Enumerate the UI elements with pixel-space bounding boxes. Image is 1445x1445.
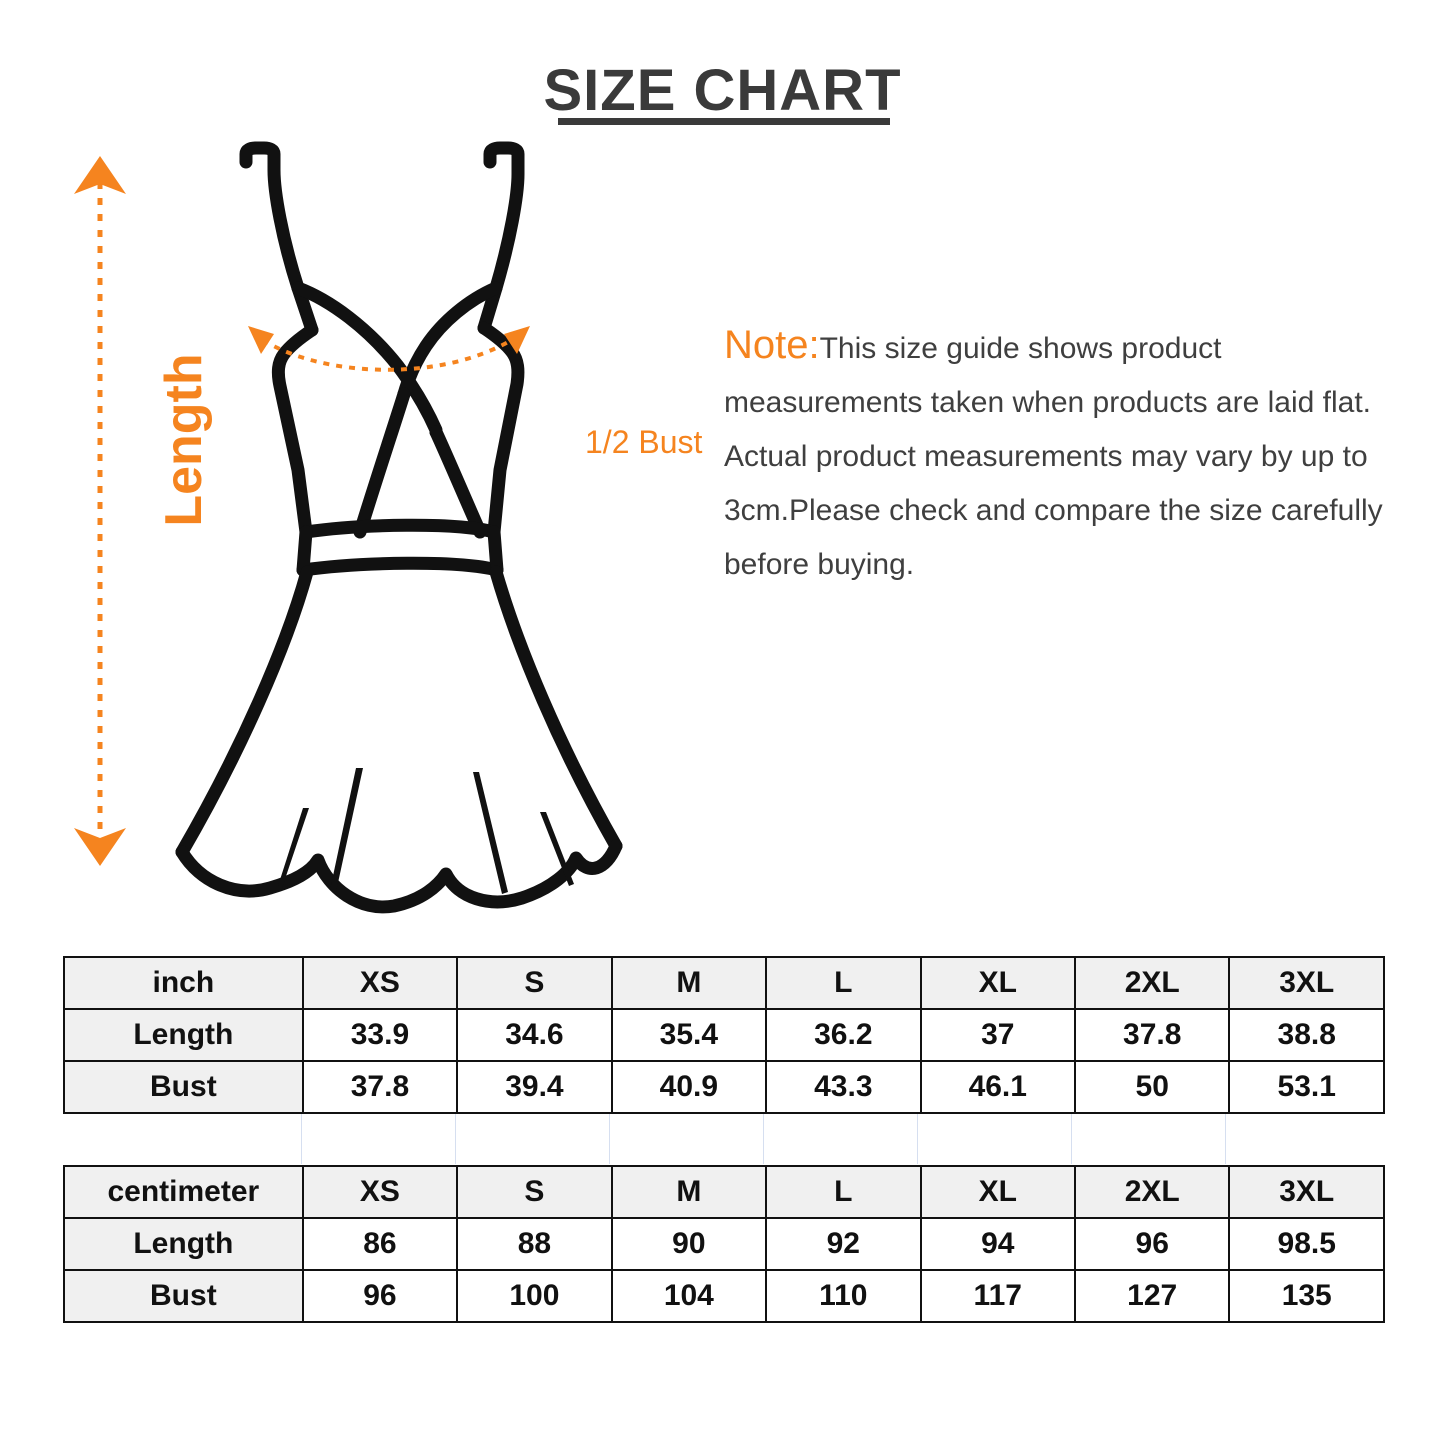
cell-length-s: 34.6 [456, 1008, 613, 1062]
unit-header: inch [63, 956, 304, 1010]
size-table-inch: inch XS S M L XL 2XL 3XL Length 33.9 34.… [63, 956, 1385, 1114]
cell-length-l: 92 [765, 1217, 922, 1271]
unit-header: centimeter [63, 1165, 304, 1219]
cell-length-s: 88 [456, 1217, 613, 1271]
page-title: SIZE CHART [543, 58, 902, 123]
column-header-3xl: 3XL [1228, 956, 1385, 1010]
column-header-l: L [765, 956, 922, 1010]
table-row: Length 33.9 34.6 35.4 36.2 37 37.8 38.8 [63, 1008, 1385, 1062]
cell-bust-s: 100 [456, 1269, 613, 1323]
cell-bust-m: 104 [610, 1269, 768, 1323]
column-header-xl: XL [919, 1165, 1076, 1219]
row-label-bust: Bust [63, 1060, 304, 1114]
cell-length-m: 35.4 [610, 1008, 768, 1062]
cell-length-3xl: 38.8 [1228, 1008, 1385, 1062]
column-header-xs: XS [301, 1165, 459, 1219]
column-header-s: S [456, 1165, 613, 1219]
cell-bust-xl: 46.1 [919, 1060, 1076, 1114]
column-header-m: M [610, 1165, 768, 1219]
column-header-m: M [610, 956, 768, 1010]
spreadsheet-gridlines [63, 1110, 1385, 1164]
size-table-centimeter: centimeter XS S M L XL 2XL 3XL Length 86… [63, 1165, 1385, 1323]
cell-length-xs: 86 [301, 1217, 459, 1271]
cell-length-xl: 94 [919, 1217, 1076, 1271]
cell-length-xs: 33.9 [301, 1008, 459, 1062]
bust-measure-label: 1/2 Bust [585, 424, 703, 460]
cell-length-3xl: 98.5 [1228, 1217, 1385, 1271]
column-header-l: L [765, 1165, 922, 1219]
table-row: Length 86 88 90 92 94 96 98.5 [63, 1217, 1385, 1271]
cell-length-l: 36.2 [765, 1008, 922, 1062]
skirt-pleat-lines [278, 768, 574, 894]
table-row: Bust 37.8 39.4 40.9 43.3 46.1 50 53.1 [63, 1060, 1385, 1114]
cell-bust-l: 43.3 [765, 1060, 922, 1114]
cell-bust-3xl: 135 [1228, 1269, 1385, 1323]
note-label: Note: [724, 323, 820, 367]
length-measure-arrow [74, 156, 126, 866]
note-block: Note:This size guide shows product measu… [724, 318, 1396, 592]
cell-bust-l: 110 [765, 1269, 922, 1323]
dress-outline [175, 141, 623, 914]
row-label-length: Length [63, 1217, 304, 1271]
column-header-xl: XL [919, 956, 1076, 1010]
cell-length-2xl: 96 [1073, 1217, 1231, 1271]
cell-length-m: 90 [610, 1217, 768, 1271]
column-header-xs: XS [301, 956, 459, 1010]
table-header-row: centimeter XS S M L XL 2XL 3XL [63, 1165, 1385, 1219]
column-header-2xl: 2XL [1073, 956, 1231, 1010]
length-measure-label: Length [155, 353, 213, 527]
title-underline [558, 118, 890, 125]
cell-length-xl: 37 [919, 1008, 1076, 1062]
cell-bust-2xl: 50 [1073, 1060, 1231, 1114]
cell-bust-xs: 37.8 [301, 1060, 459, 1114]
cell-length-2xl: 37.8 [1073, 1008, 1231, 1062]
table-row: Bust 96 100 104 110 117 127 135 [63, 1269, 1385, 1323]
table-header-row: inch XS S M L XL 2XL 3XL [63, 956, 1385, 1010]
row-label-bust: Bust [63, 1269, 304, 1323]
row-label-length: Length [63, 1008, 304, 1062]
bust-measure-arrow [248, 326, 530, 372]
column-header-s: S [456, 956, 613, 1010]
column-header-2xl: 2XL [1073, 1165, 1231, 1219]
dress-illustration: Length 1/2 Bust [60, 140, 703, 920]
cell-bust-xs: 96 [301, 1269, 459, 1323]
dress-diagram-svg [74, 141, 623, 914]
cell-bust-s: 39.4 [456, 1060, 613, 1114]
column-header-3xl: 3XL [1228, 1165, 1385, 1219]
note-text: This size guide shows product measuremen… [724, 332, 1383, 581]
cell-bust-2xl: 127 [1073, 1269, 1231, 1323]
title-block: SIZE CHART [0, 62, 1445, 132]
cell-bust-3xl: 53.1 [1228, 1060, 1385, 1114]
cell-bust-m: 40.9 [610, 1060, 768, 1114]
cell-bust-xl: 117 [919, 1269, 1076, 1323]
